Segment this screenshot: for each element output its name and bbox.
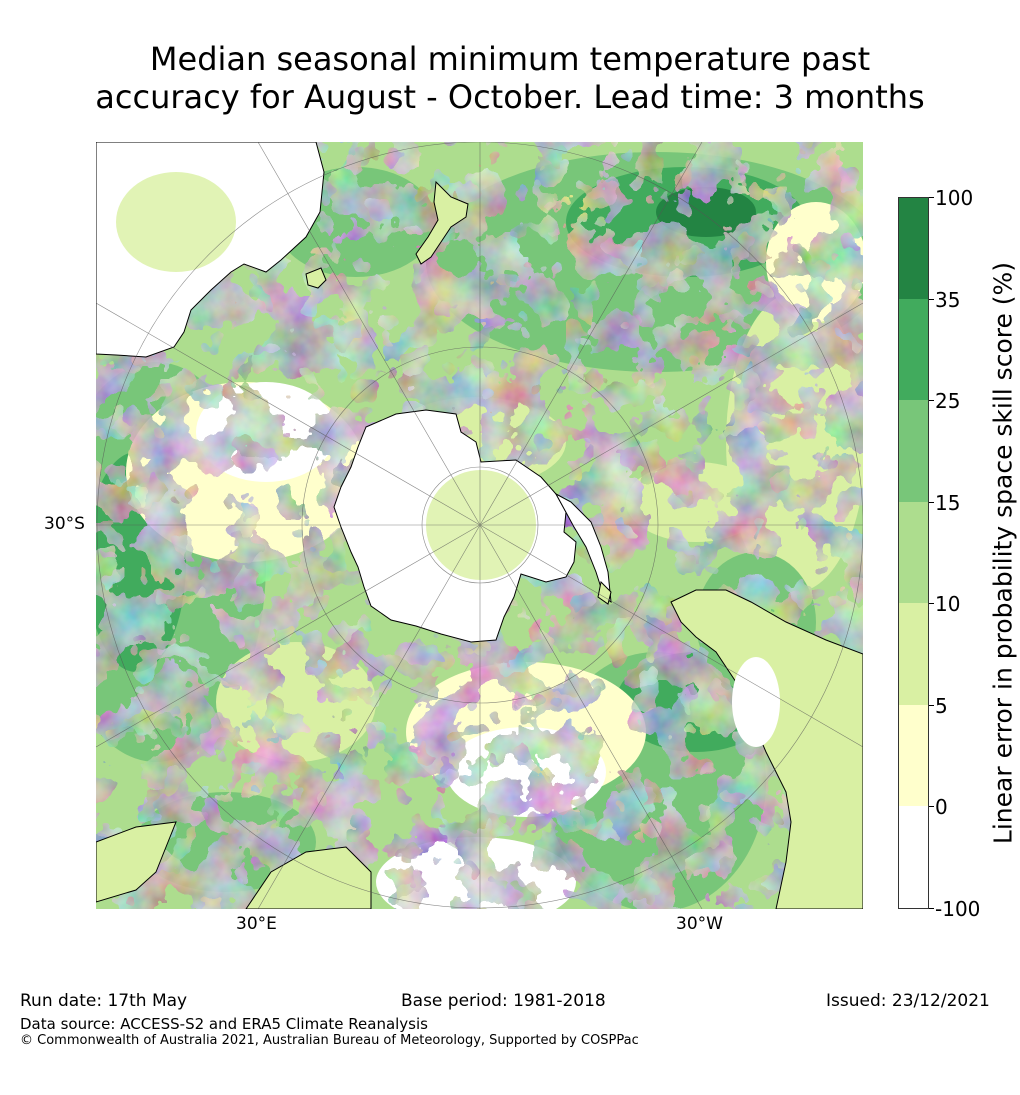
colorbar-tick-label: 35 (935, 288, 961, 312)
map-svg (96, 142, 863, 909)
colorbar-tick-mark (929, 197, 934, 198)
graticule (96, 142, 863, 909)
colorbar-level-5 (898, 705, 929, 806)
south-georgia (597, 580, 612, 605)
colorbar-tick-label: -100 (935, 897, 981, 921)
south-america-low-skill (732, 657, 780, 747)
australia-interior (116, 172, 236, 272)
colorbar-tick-mark (929, 400, 934, 401)
colorbar-tick-label: 0 (935, 795, 948, 819)
base-period: Base period: 1981-2018 (401, 991, 606, 1011)
madagascar-coastline (245, 846, 372, 909)
colorbar-tick-label: 10 (935, 592, 961, 616)
title-line-2: accuracy for August - October. Lead time… (95, 78, 925, 116)
colorbar-tick-label: 5 (935, 694, 948, 718)
copyright-notice: © Commonwealth of Australia 2021, Austra… (20, 1033, 639, 1048)
title-line-1: Median seasonal minimum temperature past (149, 40, 871, 78)
colorbar-tick-mark (929, 705, 934, 706)
lon-label-30e: 30°E (236, 914, 277, 934)
africa-coastline (96, 821, 177, 903)
colorbar-level-3 (898, 502, 929, 603)
run-date: Run date: 17th May (20, 991, 188, 1011)
issued-date: Issued: 23/12/2021 (826, 991, 990, 1011)
colorbar-tick-mark (929, 299, 934, 300)
south-america-coastline (670, 589, 863, 909)
lat-label-30s: 30°S (44, 514, 85, 534)
lon-label-30w: 30°W (676, 914, 723, 934)
colorbar-border (898, 197, 929, 909)
colorbar-axis-label: Linear error in probability space skill … (988, 261, 1018, 845)
colorbar-tick-label: 15 (935, 491, 961, 515)
colorbar-tick-label: 100 (935, 186, 974, 210)
skill-score-map (96, 142, 863, 909)
colorbar-level-0 (898, 197, 929, 299)
colorbar-tick-mark (929, 502, 934, 503)
tasmania-coastline (305, 267, 327, 289)
colorbar-tick-mark (929, 603, 934, 604)
colorbar-tick-mark (929, 908, 934, 909)
chart-title: Median seasonal minimum temperature past… (0, 40, 1020, 116)
colorbar-tick-mark (929, 806, 934, 807)
data-source: Data source: ACCESS-S2 and ERA5 Climate … (20, 1015, 428, 1033)
new-zealand-coastline (415, 180, 469, 265)
antarctic-peninsula (554, 492, 612, 604)
colorbar-tick-label: 25 (935, 389, 961, 413)
colorbar (898, 197, 929, 909)
